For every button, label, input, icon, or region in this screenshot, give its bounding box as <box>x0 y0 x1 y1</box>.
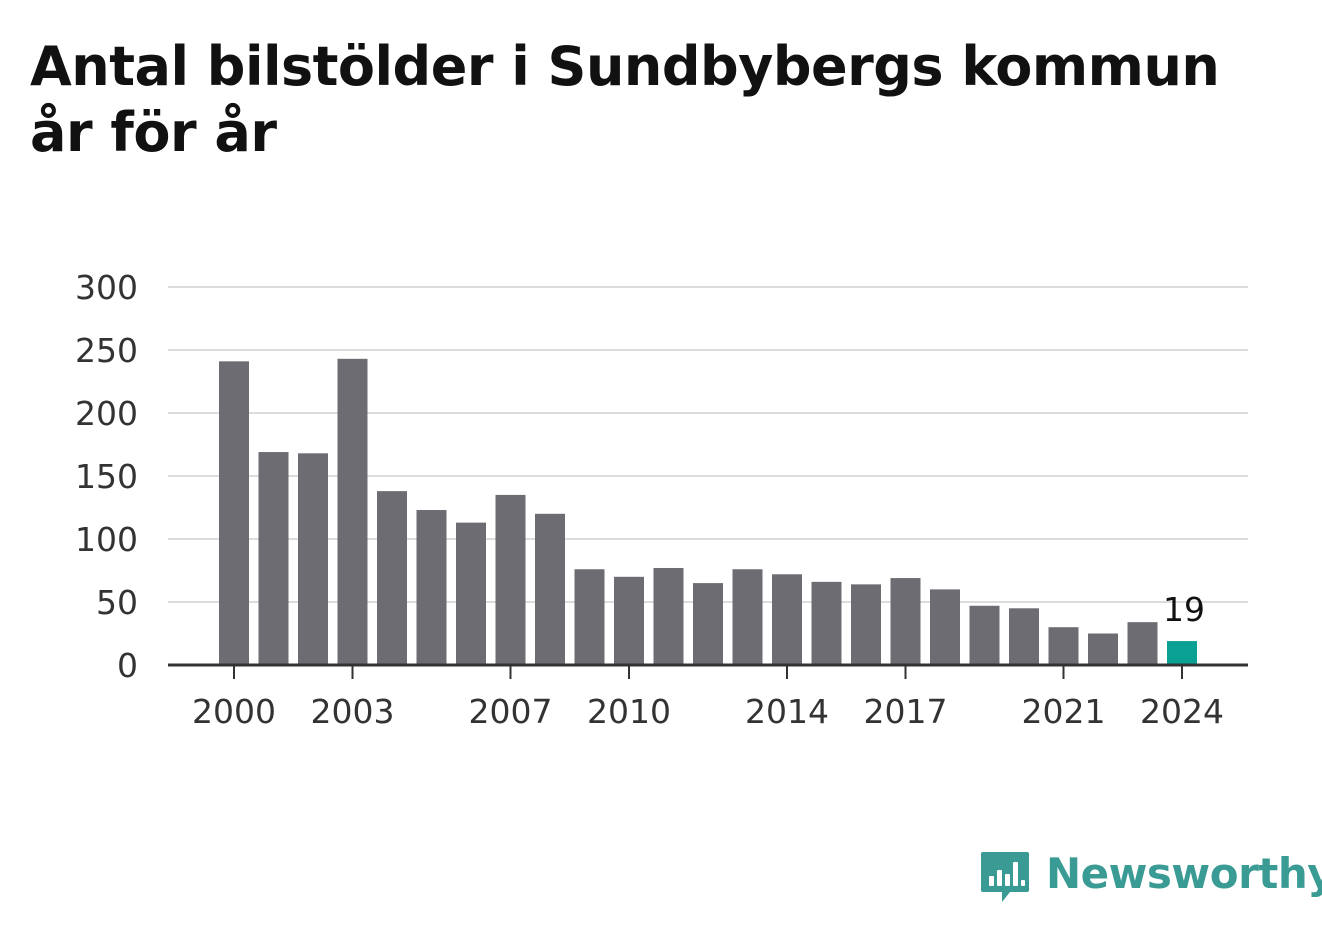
bar-2017 <box>890 578 921 665</box>
bar-2004 <box>377 491 407 665</box>
x-tick-label: 2000 <box>192 692 276 731</box>
bar-2021 <box>1048 627 1079 665</box>
data-labels: 19 <box>1163 590 1205 629</box>
bar-2018 <box>930 589 960 665</box>
x-tick-label: 2014 <box>745 692 829 731</box>
bar-2010 <box>614 576 644 665</box>
bar-2006 <box>456 522 486 665</box>
bar-chart-speech-bubble-icon <box>981 852 1029 902</box>
bar-2019 <box>969 605 1000 665</box>
x-tick-label: 2007 <box>469 692 553 731</box>
x-tick-label: 2003 <box>311 692 395 731</box>
data-label-2024: 19 <box>1163 590 1205 629</box>
bar-2016 <box>851 584 881 665</box>
bar-2020 <box>1009 608 1039 665</box>
y-tick-label: 200 <box>75 394 138 433</box>
bars <box>219 358 1197 665</box>
y-tick-label: 150 <box>75 457 138 496</box>
bar-2023 <box>1127 622 1158 665</box>
bar-2009 <box>574 569 605 665</box>
x-tick-label: 2024 <box>1140 692 1224 731</box>
bar-2013 <box>732 569 763 665</box>
newsworthy-logo: Newsworthy <box>980 850 1322 910</box>
bar-2024 <box>1167 641 1197 665</box>
chart-title: Antal bilstölder i Sundbybergs kommun år… <box>30 35 1220 164</box>
bar-2007 <box>495 494 526 665</box>
bar-2001 <box>258 452 289 665</box>
y-tick-label: 250 <box>75 331 138 370</box>
y-tick-label: 100 <box>75 520 138 559</box>
y-tick-label: 50 <box>96 583 138 622</box>
x-tick-label: 2010 <box>587 692 671 731</box>
x-tick-label: 2017 <box>864 692 948 731</box>
bar-2014 <box>772 574 802 665</box>
y-axis-ticks: 0 50 100 150 200 250 300 <box>75 268 138 685</box>
brand-name: Newsworthy <box>1046 849 1322 898</box>
y-tick-label: 300 <box>75 268 138 307</box>
bar-2011 <box>653 567 684 665</box>
bar-2008 <box>535 513 565 665</box>
bar-2005 <box>416 510 447 665</box>
bar-2003 <box>337 358 368 665</box>
bar-2012 <box>693 583 723 665</box>
bar-2022 <box>1088 633 1118 665</box>
bar-2002 <box>298 453 328 665</box>
gridlines <box>168 286 1248 603</box>
bar-2000 <box>219 361 249 665</box>
y-tick-label: 0 <box>117 646 138 685</box>
bar-2015 <box>811 581 842 665</box>
x-tick-label: 2021 <box>1022 692 1106 731</box>
x-axis-ticks: 2000 2003 2007 2010 2014 2017 2021 2024 <box>192 665 1224 731</box>
